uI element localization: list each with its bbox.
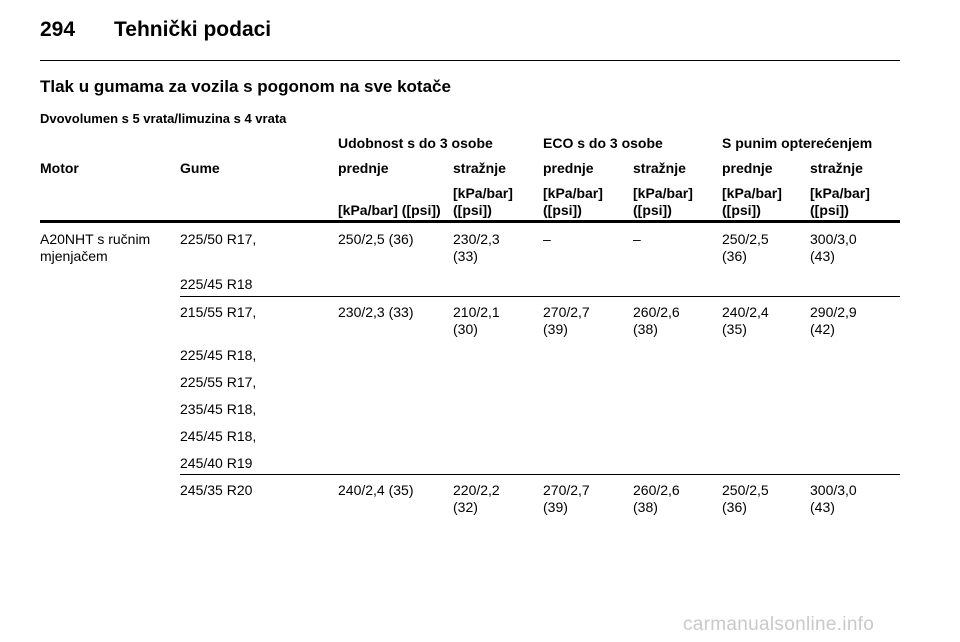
header-divider bbox=[40, 60, 900, 61]
column-header-motor: Motor bbox=[40, 160, 79, 176]
pressure-value: 210/2,1 (30) bbox=[453, 304, 500, 337]
pressure-value: – bbox=[543, 231, 551, 247]
section-title: Tlak u gumama za vozila s pogonom na sve… bbox=[40, 77, 451, 96]
unit-header: [kPa/bar] ([psi]) bbox=[543, 185, 603, 218]
pressure-value: 290/2,9 (42) bbox=[810, 304, 857, 337]
column-header-front: prednje bbox=[338, 160, 389, 176]
pressure-value: 260/2,6 (38) bbox=[633, 482, 680, 515]
pressure-value: 300/3,0 (43) bbox=[810, 482, 857, 515]
pressure-value: 260/2,6 (38) bbox=[633, 304, 680, 337]
pressure-value: 270/2,7 (39) bbox=[543, 482, 590, 515]
pressure-value: 250/2,5 (36) bbox=[722, 231, 769, 264]
motor-cell: A20NHT s ručnim mjenjačem bbox=[40, 231, 151, 264]
pressure-value: 230/2,3 (33) bbox=[338, 304, 414, 320]
column-header-rear: stražnje bbox=[810, 160, 863, 176]
header-rule bbox=[40, 220, 900, 223]
column-header-rear: stražnje bbox=[453, 160, 506, 176]
pressure-value: 220/2,2 (32) bbox=[453, 482, 500, 515]
watermark: carmanualsonline.info bbox=[683, 614, 875, 635]
column-header-front: prednje bbox=[722, 160, 773, 176]
tyre-size: 215/55 R17, bbox=[180, 304, 257, 320]
tyre-size: 225/50 R17, bbox=[180, 231, 257, 247]
unit-header: [kPa/bar] ([psi]) bbox=[338, 202, 441, 218]
pressure-value: 300/3,0 (43) bbox=[810, 231, 857, 264]
group-header-comfort: Udobnost s do 3 osobe bbox=[338, 135, 493, 151]
pressure-value: 240/2,4 (35) bbox=[338, 482, 414, 498]
group-header-eco: ECO s do 3 osobe bbox=[543, 135, 663, 151]
unit-header: [kPa/bar] ([psi]) bbox=[633, 185, 693, 218]
chapter-title: Tehnički podaci bbox=[114, 18, 272, 41]
tyre-size: 245/40 R19 bbox=[180, 455, 253, 471]
unit-header: [kPa/bar] ([psi]) bbox=[810, 185, 870, 218]
pressure-value: 250/2,5 (36) bbox=[722, 482, 769, 515]
group-header-full-load: S punim opterećenjem bbox=[722, 135, 873, 151]
subsection-title: Dvovolumen s 5 vrata/limuzina s 4 vrata bbox=[40, 111, 287, 126]
tyre-size: 235/45 R18, bbox=[180, 401, 257, 417]
tyre-size: 245/35 R20 bbox=[180, 482, 253, 498]
row-divider bbox=[180, 474, 900, 475]
row-divider bbox=[180, 296, 900, 297]
pressure-value: 240/2,4 (35) bbox=[722, 304, 769, 337]
tyre-size: 245/45 R18, bbox=[180, 428, 257, 444]
column-header-front: prednje bbox=[543, 160, 594, 176]
unit-header: [kPa/bar] ([psi]) bbox=[722, 185, 782, 218]
page-number: 294 bbox=[40, 18, 76, 41]
column-header-rear: stražnje bbox=[633, 160, 686, 176]
tyre-size: 225/45 R18, bbox=[180, 347, 257, 363]
unit-header: [kPa/bar] ([psi]) bbox=[453, 185, 513, 218]
pressure-value: 230/2,3 (33) bbox=[453, 231, 500, 264]
tyre-size: 225/55 R17, bbox=[180, 374, 257, 390]
pressure-value: 250/2,5 (36) bbox=[338, 231, 414, 247]
column-header-tyres: Gume bbox=[180, 160, 220, 176]
pressure-value: 270/2,7 (39) bbox=[543, 304, 590, 337]
tyre-size: 225/45 R18 bbox=[180, 276, 253, 292]
pressure-value: – bbox=[633, 231, 641, 247]
